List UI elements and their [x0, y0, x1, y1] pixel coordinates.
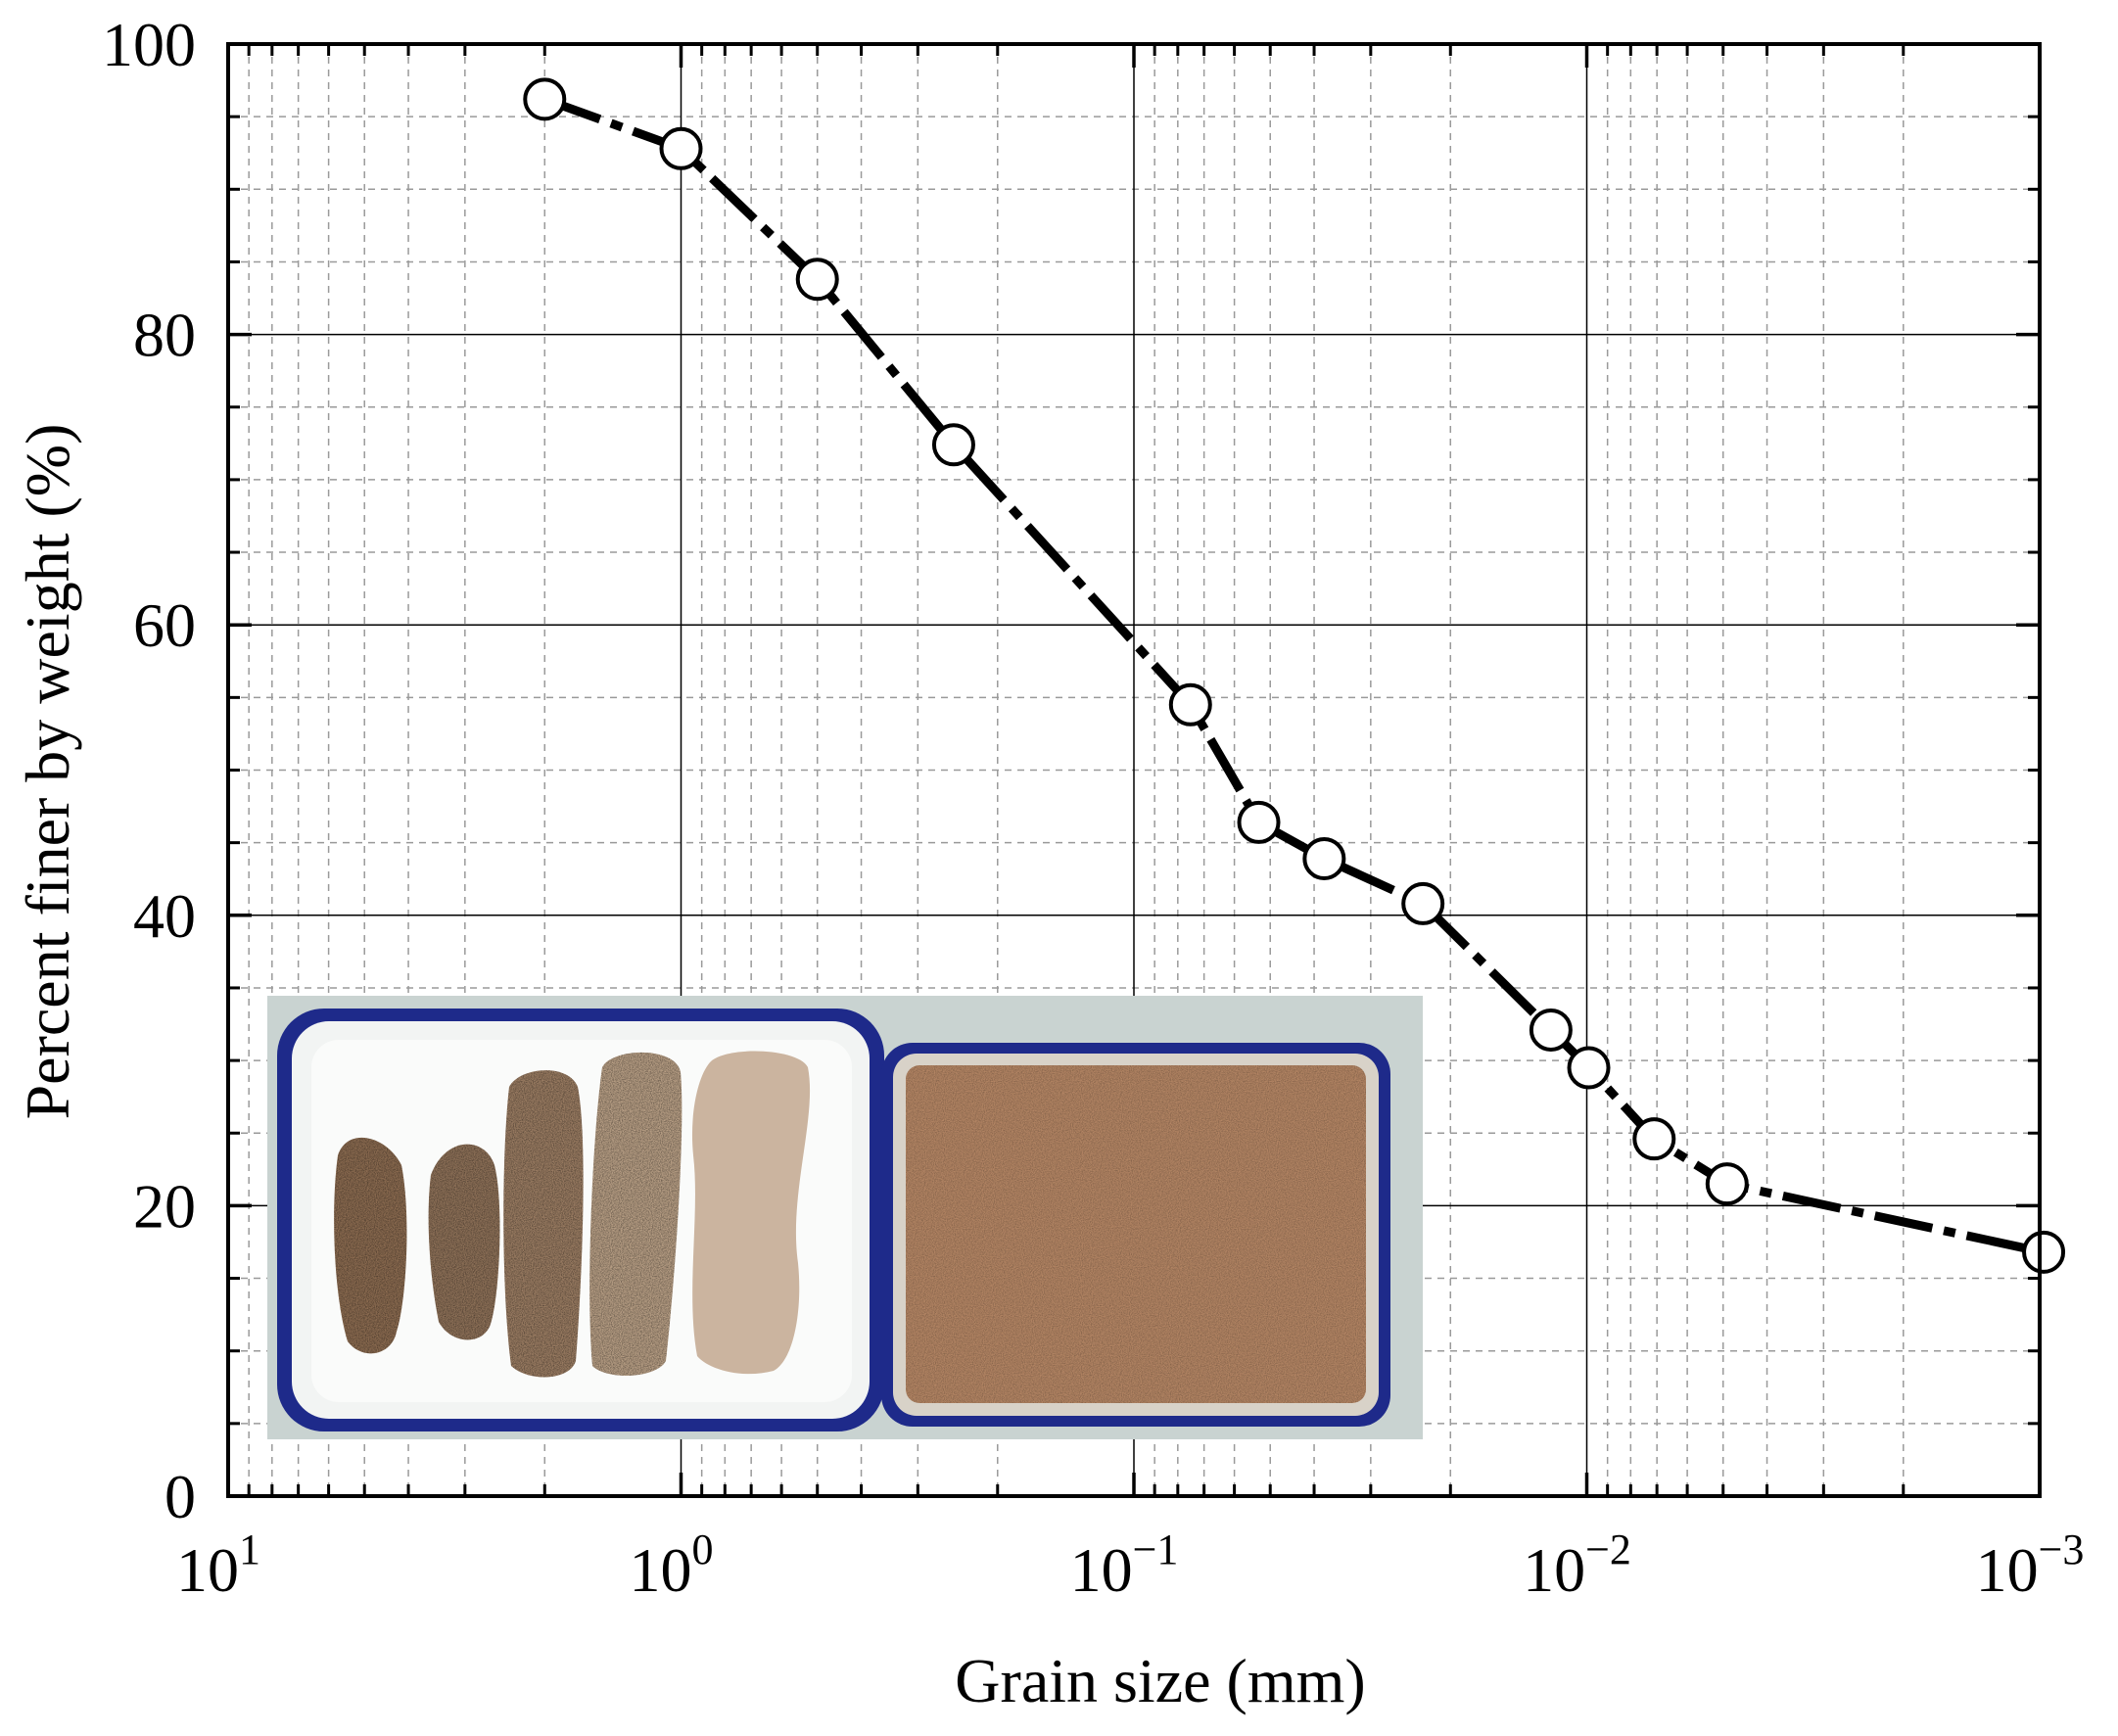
data-point — [659, 126, 703, 170]
y-tick-label: 0 — [165, 1462, 196, 1531]
data-point — [1168, 682, 1212, 727]
axis-ticks: 101 100 10−1 10−2 10−3 0 20 40 60 80 100 — [102, 10, 2084, 1605]
data-point — [1237, 800, 1281, 844]
data-point — [1567, 1046, 1611, 1090]
data-point — [2022, 1230, 2066, 1274]
data-point — [795, 258, 839, 302]
y-tick-label: 60 — [133, 590, 196, 660]
x-tick-label: 100 — [630, 1525, 714, 1605]
x-tick-label: 10−3 — [1976, 1525, 2085, 1605]
data-point — [1302, 836, 1346, 880]
y-tick-label: 80 — [133, 301, 196, 370]
soil-sample-photo-inset — [267, 996, 1423, 1439]
y-axis-label: Percent finer by weight (%) — [13, 424, 82, 1120]
data-point — [1705, 1162, 1749, 1206]
y-tick-label: 20 — [133, 1171, 196, 1241]
data-point — [523, 77, 567, 121]
data-point — [931, 423, 975, 467]
x-tick-label: 10−2 — [1523, 1525, 1631, 1605]
x-tick-label: 101 — [176, 1525, 260, 1605]
x-tick-label: 10−1 — [1070, 1525, 1179, 1605]
y-tick-label: 40 — [133, 881, 196, 951]
data-point — [1632, 1117, 1676, 1161]
y-tick-label: 100 — [102, 10, 196, 79]
data-series — [523, 77, 2066, 1274]
x-axis-label: Grain size (mm) — [955, 1646, 1365, 1715]
data-point — [1529, 1008, 1573, 1052]
data-point — [1401, 881, 1445, 925]
